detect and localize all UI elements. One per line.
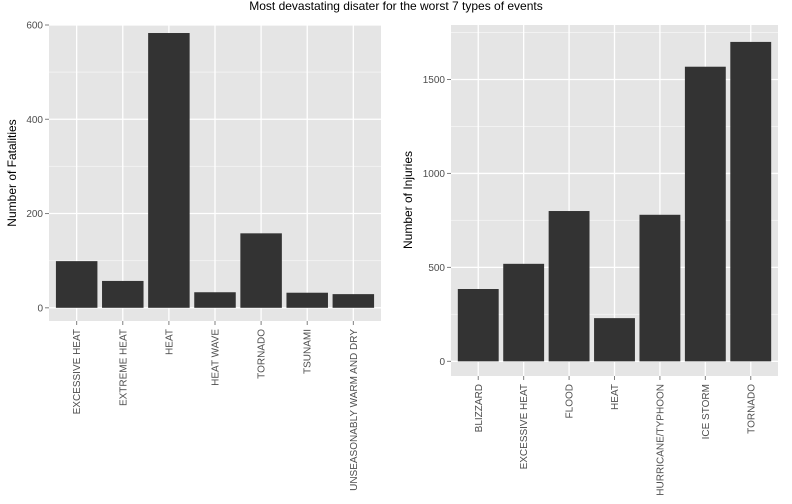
y-tick-label: 200 (26, 209, 43, 220)
x-tick-label: EXTREME HEAT (118, 329, 129, 406)
y-tick-label: 500 (428, 263, 445, 274)
y-tick-label: 400 (26, 115, 43, 126)
x-tick-label: TSUNAMI (303, 329, 314, 374)
x-tick-label: HEAT (610, 384, 621, 410)
fatalities-bar-1 (55, 261, 98, 308)
injuries-bar-7 (730, 41, 772, 362)
x-tick-label: BLIZZARD (474, 384, 485, 432)
fatalities-bar-2 (102, 280, 144, 308)
injuries-bar-2 (503, 263, 545, 362)
y-tick-label: 1000 (423, 169, 446, 180)
injuries-bar-3 (548, 211, 590, 362)
x-tick-label: TORNADO (257, 329, 268, 379)
fatalities-bar-5 (240, 233, 282, 308)
fatalities-bar-6 (286, 292, 328, 308)
y-tick-label: 0 (439, 357, 445, 368)
x-tick-label: UNSEASONABLY WARM AND DRY (349, 329, 360, 491)
x-tick-label: HEAT WAVE (211, 329, 222, 386)
fatalities-bar-4 (194, 292, 236, 308)
x-tick-label: TORNADO (746, 384, 757, 434)
y-tick-label: 0 (37, 303, 43, 314)
figure-title: Most devastating disater for the worst 7… (249, 0, 543, 13)
injuries-bar-5 (639, 214, 681, 362)
x-tick-label: FLOOD (565, 384, 576, 418)
injuries-bar-4 (594, 318, 635, 362)
y-axis-label: Number of Injuries (401, 151, 415, 249)
y-tick-label: 600 (26, 21, 43, 32)
x-tick-label: EXCESSIVE HEAT (72, 329, 83, 414)
x-tick-label: ICE STORM (701, 384, 712, 439)
fatalities-bar-3 (148, 33, 190, 308)
x-tick-label: HEAT (164, 329, 175, 355)
x-tick-label: EXCESSIVE HEAT (519, 384, 530, 469)
fatalities-chart: 0 200 400 600 EXCESSIVE HEAT EXTREME HEAT HEAT… (5, 21, 381, 491)
injuries-bar-1 (457, 289, 499, 362)
x-tick-label: HURRICANE/TYPHOON (655, 384, 666, 496)
fatalities-bar-7 (332, 294, 375, 308)
injuries-chart: 0 500 1000 1500 BLIZZARD EXCESSIVE HEAT FLOOD H… (401, 25, 778, 496)
y-axis-label: Number of Fatalities (5, 119, 19, 226)
y-tick-label: 1500 (423, 75, 446, 86)
injuries-bar-6 (684, 66, 726, 362)
